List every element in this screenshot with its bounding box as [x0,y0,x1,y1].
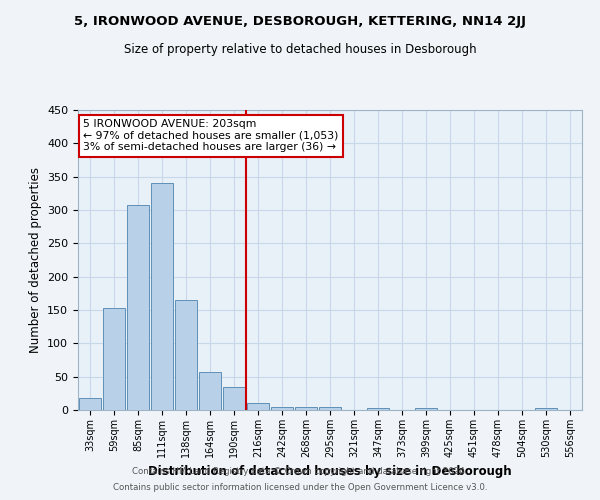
Text: 5 IRONWOOD AVENUE: 203sqm
← 97% of detached houses are smaller (1,053)
3% of sem: 5 IRONWOOD AVENUE: 203sqm ← 97% of detac… [83,119,338,152]
Bar [367,408,389,410]
Bar [415,408,437,410]
Bar [103,308,125,410]
Text: Contains public sector information licensed under the Open Government Licence v3: Contains public sector information licen… [113,484,487,492]
Bar [295,406,317,410]
Bar [175,300,197,410]
Bar [151,184,173,410]
Bar [199,372,221,410]
Text: Size of property relative to detached houses in Desborough: Size of property relative to detached ho… [124,42,476,56]
X-axis label: Distribution of detached houses by size in Desborough: Distribution of detached houses by size … [148,466,512,478]
Bar [319,406,341,410]
Text: 5, IRONWOOD AVENUE, DESBOROUGH, KETTERING, NN14 2JJ: 5, IRONWOOD AVENUE, DESBOROUGH, KETTERIN… [74,15,526,28]
Bar [535,408,557,410]
Bar [79,398,101,410]
Bar [223,388,245,410]
Bar [127,206,149,410]
Y-axis label: Number of detached properties: Number of detached properties [29,167,41,353]
Bar [247,404,269,410]
Bar [271,406,293,410]
Text: Contains HM Land Registry data © Crown copyright and database right 2024.: Contains HM Land Registry data © Crown c… [132,467,468,476]
